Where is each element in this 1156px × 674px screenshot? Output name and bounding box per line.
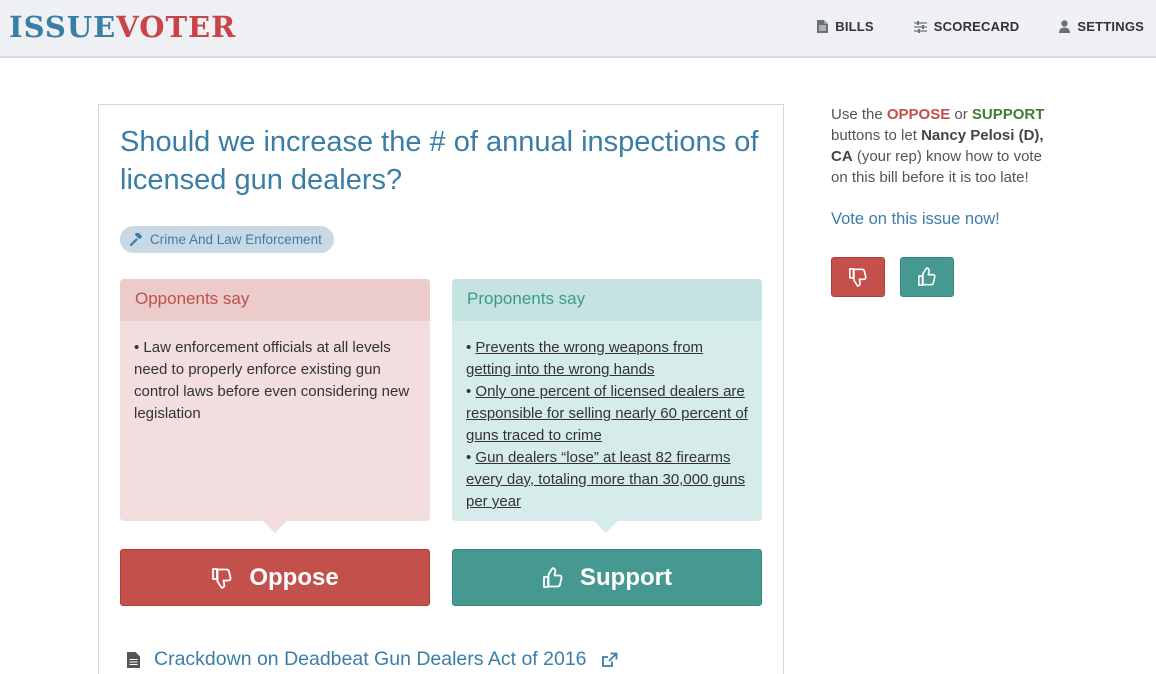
opponents-point: • Law enforcement officials at all level… (134, 339, 410, 422)
external-link-icon (601, 652, 617, 667)
thumbs-up-icon (543, 566, 563, 588)
cta-or: or (950, 106, 972, 123)
main-nav: BILLS SCORECARD SETTINGS (817, 19, 1144, 34)
vote-sidebar: Use the OPPOSE or SUPPORT buttons to let… (831, 104, 1061, 297)
bill-link[interactable]: Crackdown on Deadbeat Gun Dealers Act of… (127, 648, 618, 671)
proponents-heading: Proponents say (452, 279, 762, 321)
nav-bills-label: BILLS (835, 19, 874, 34)
logo[interactable]: ISSUEVOTER (9, 10, 236, 44)
proponents-point: • Gun dealers “lose” at least 82 firearm… (466, 449, 746, 510)
sliders-icon (913, 20, 927, 33)
oppose-label: Oppose (249, 563, 339, 591)
category-tag[interactable]: Crime And Law Enforcement (120, 226, 334, 253)
issue-question: Should we increase the # of annual inspe… (120, 126, 759, 196)
oppose-button[interactable]: Oppose (120, 549, 430, 606)
logo-issue: ISSUE (9, 10, 117, 44)
proponents-box: Proponents say • Prevents the wrong weap… (452, 279, 762, 533)
bill-title: Crackdown on Deadbeat Gun Dealers Act of… (154, 648, 587, 670)
proponents-text: • Prevents the wrong weapons from gettin… (452, 321, 762, 529)
issue-card: Should we increase the # of annual inspe… (98, 104, 784, 674)
cta-suffix: (your rep) know how to vote on this bill… (831, 148, 1042, 186)
nav-settings[interactable]: SETTINGS (1059, 19, 1144, 34)
cta-mid: buttons to let (831, 127, 922, 144)
nav-scorecard[interactable]: SCORECARD (913, 19, 1020, 34)
cta-support-word: SUPPORT (971, 106, 1045, 123)
proponents-point: • Only one percent of licensed dealers a… (466, 383, 748, 444)
thumbs-up-icon (918, 267, 936, 286)
opponents-box: Opponents say • Law enforcement official… (120, 279, 430, 533)
nav-settings-label: SETTINGS (1077, 19, 1144, 34)
logo-voter: VOTER (116, 10, 237, 44)
support-button[interactable]: Support (452, 549, 762, 606)
opponents-heading: Opponents say (120, 279, 430, 321)
proponents-link-2[interactable]: Only one percent of licensed dealers are… (466, 383, 748, 444)
category-tag-label: Crime And Law Enforcement (150, 232, 322, 247)
proponents-point: • Prevents the wrong weapons from gettin… (466, 339, 704, 378)
thumbs-down-icon (849, 268, 867, 287)
document-icon (127, 651, 140, 668)
cta-oppose-word: OPPOSE (886, 106, 951, 123)
user-icon (1059, 20, 1071, 33)
quick-support-button[interactable] (900, 257, 954, 297)
vote-now-link[interactable]: Vote on this issue now! (831, 210, 1000, 228)
quick-oppose-button[interactable] (831, 257, 885, 297)
opponents-pointer (263, 521, 287, 533)
nav-scorecard-label: SCORECARD (933, 19, 1020, 34)
proponents-link-3[interactable]: Gun dealers “lose” at least 82 firearms … (466, 449, 746, 510)
vote-instructions: Use the OPPOSE or SUPPORT buttons to let… (831, 104, 1061, 188)
gavel-icon (130, 233, 142, 246)
support-label: Support (580, 563, 672, 591)
opponents-text: • Law enforcement officials at all level… (120, 321, 430, 441)
top-header: ISSUEVOTER BILLS SCORECARD SETTINGS (0, 0, 1156, 58)
cta-prefix: Use the (831, 106, 887, 123)
nav-bills[interactable]: BILLS (817, 19, 874, 34)
quick-vote-buttons (831, 257, 954, 297)
proponents-pointer (594, 521, 618, 533)
thumbs-down-icon (212, 567, 232, 589)
rep-name: Nancy Pelosi (D), CA (831, 127, 1044, 165)
proponents-link-1[interactable]: Prevents the wrong weapons from getting … (466, 339, 704, 378)
document-icon (817, 20, 829, 33)
